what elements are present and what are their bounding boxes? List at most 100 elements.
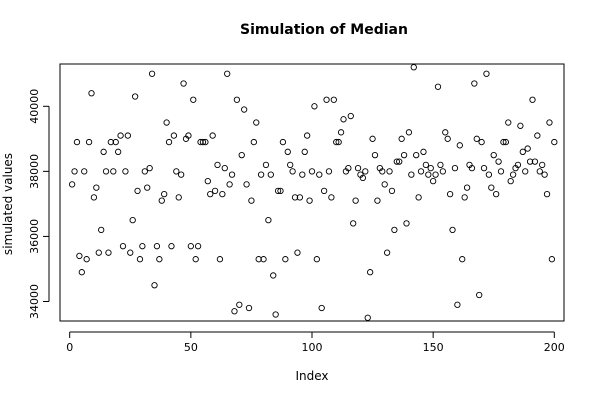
data-point <box>345 164 352 172</box>
data-point <box>364 314 371 321</box>
data-point <box>90 194 98 201</box>
data-point <box>71 168 78 175</box>
data-point <box>105 249 112 256</box>
data-point <box>311 103 318 110</box>
data-point <box>350 220 357 227</box>
data-point <box>425 171 432 178</box>
data-point <box>299 171 306 178</box>
data-point <box>529 96 536 103</box>
data-point <box>526 158 534 165</box>
x-axis-label: Index <box>295 369 328 383</box>
y-tick-label: 34000 <box>28 284 41 319</box>
data-point <box>427 164 434 172</box>
data-point <box>127 249 134 256</box>
data-point <box>115 148 122 155</box>
data-point <box>379 168 386 175</box>
data-point <box>81 168 88 175</box>
data-point <box>248 197 255 204</box>
data-point <box>287 161 294 168</box>
data-point <box>471 80 478 87</box>
data-point <box>480 164 488 172</box>
data-point <box>190 96 197 103</box>
data-point <box>136 256 144 263</box>
data-point <box>316 171 323 178</box>
data-point <box>262 161 270 168</box>
data-point <box>551 138 558 146</box>
data-point <box>163 119 170 126</box>
data-point <box>282 256 289 263</box>
data-point <box>291 194 299 201</box>
data-point <box>478 138 485 146</box>
x-tick-label: 200 <box>544 341 565 354</box>
data-point <box>454 301 461 308</box>
data-point <box>476 291 483 299</box>
data-point <box>483 70 490 77</box>
data-point <box>451 164 459 172</box>
data-point <box>318 304 325 312</box>
data-point <box>241 106 248 113</box>
data-point <box>442 129 449 136</box>
y-tick-label: 36000 <box>28 219 41 254</box>
data-point <box>308 168 316 175</box>
data-point <box>369 135 376 142</box>
data-point <box>517 122 524 129</box>
data-point <box>330 96 337 103</box>
data-point <box>461 194 468 201</box>
data-point <box>381 181 388 188</box>
data-point <box>131 93 139 100</box>
data-point <box>197 138 204 146</box>
data-point <box>102 168 110 175</box>
data-point <box>539 161 546 168</box>
data-point <box>519 148 526 155</box>
data-point <box>255 256 262 263</box>
data-point <box>165 138 173 146</box>
data-point <box>289 168 296 175</box>
data-point <box>403 220 410 227</box>
data-point <box>337 129 345 136</box>
data-point <box>224 70 231 77</box>
data-point <box>270 272 277 279</box>
data-point <box>277 187 284 195</box>
data-point <box>279 138 287 146</box>
data-point <box>110 168 117 175</box>
data-point <box>134 187 141 195</box>
x-tick-label: 50 <box>184 341 198 354</box>
data-point <box>68 181 76 188</box>
data-point <box>413 151 420 159</box>
data-point <box>374 197 381 204</box>
data-point <box>117 132 124 139</box>
data-point <box>294 249 301 256</box>
data-point <box>245 304 253 312</box>
x-tick-label: 150 <box>423 341 444 354</box>
data-point <box>274 187 282 195</box>
data-point <box>495 158 502 165</box>
data-point <box>296 194 304 201</box>
data-point <box>192 256 199 263</box>
data-point <box>93 184 100 191</box>
data-point <box>207 190 214 198</box>
data-point <box>473 135 480 142</box>
data-point <box>175 194 182 201</box>
data-point <box>178 171 185 178</box>
data-point <box>100 148 107 155</box>
data-point <box>354 164 362 172</box>
data-point <box>233 96 241 103</box>
data-point <box>488 184 495 191</box>
data-point <box>187 243 194 250</box>
data-point <box>415 194 422 201</box>
data-point <box>226 181 233 188</box>
data-point <box>400 151 408 159</box>
data-point <box>524 145 531 152</box>
data-point <box>158 197 165 204</box>
data-point <box>107 138 115 146</box>
data-point <box>362 168 369 175</box>
data-point <box>500 138 507 146</box>
data-point <box>146 164 153 172</box>
data-point <box>304 132 311 139</box>
data-point <box>211 187 219 195</box>
data-point <box>151 282 158 289</box>
data-point <box>531 158 539 165</box>
y-tick-label: 38000 <box>28 154 41 189</box>
data-point <box>328 194 335 201</box>
data-point <box>216 256 224 263</box>
